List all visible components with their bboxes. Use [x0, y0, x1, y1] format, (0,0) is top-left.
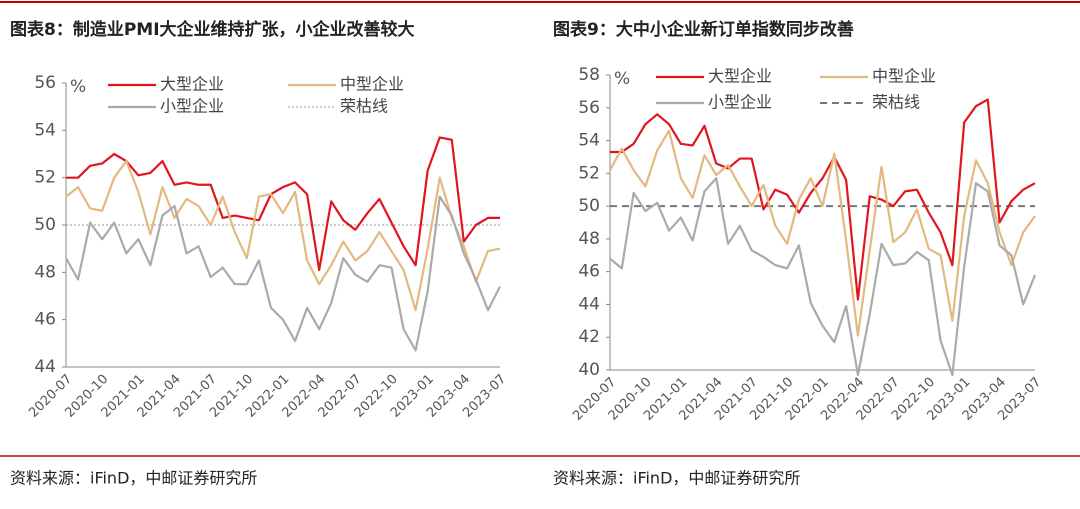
series-line [610, 98, 1036, 301]
y-tick-label: 54 [34, 120, 56, 140]
source-note: 资料来源：iFinD，中邮证券研究所 [553, 469, 800, 488]
y-unit: % [70, 77, 86, 97]
source-note: 资料来源：iFinD，中邮证券研究所 [10, 469, 257, 488]
chart-title: 图表8：制造业PMI大企业维持扩张，小企业改善较大 [10, 19, 415, 40]
y-tick-label: 54 [578, 131, 600, 151]
y-tick-label: 46 [34, 310, 56, 330]
y-tick-label: 56 [578, 98, 600, 118]
chart-title: 图表9：大中小企业新订单指数同步改善 [553, 19, 854, 40]
y-tick-label: 52 [578, 163, 600, 183]
y-tick-label: 46 [578, 262, 600, 282]
y-tick-label: 56 [34, 73, 56, 93]
legend-label: 大型企业 [708, 67, 772, 86]
y-tick-label: 50 [34, 215, 56, 235]
y-tick-label: 58 [578, 65, 600, 85]
series-line [65, 195, 501, 352]
legend-label: 荣枯线 [872, 93, 920, 112]
legend-label: 小型企业 [160, 97, 224, 116]
y-tick-label: 50 [578, 196, 600, 216]
y-tick-label: 44 [34, 357, 56, 377]
series-line [609, 177, 1037, 377]
y-tick-label: 44 [578, 294, 600, 314]
legend-label: 中型企业 [340, 75, 404, 94]
y-tick-label: 42 [578, 327, 600, 347]
series-line [609, 129, 1036, 337]
legend-label: 大型企业 [160, 75, 224, 94]
y-tick-label: 48 [34, 262, 56, 282]
legend-label: 小型企业 [708, 93, 772, 112]
series-line [66, 136, 500, 272]
y-tick-label: 40 [578, 360, 600, 380]
legend-label: 荣枯线 [340, 97, 388, 116]
y-tick-label: 52 [34, 168, 56, 188]
legend-label: 中型企业 [872, 67, 936, 86]
series-line [65, 160, 501, 312]
y-unit: % [614, 69, 630, 89]
y-tick-label: 48 [578, 229, 600, 249]
